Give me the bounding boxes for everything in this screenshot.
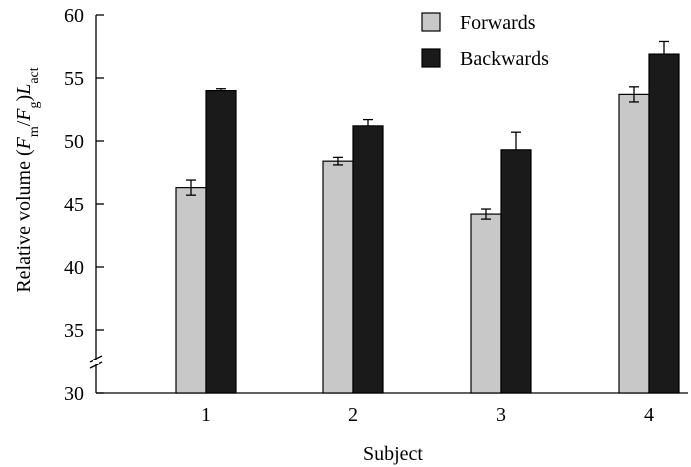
error-bar-backwards-4 bbox=[659, 40, 669, 55]
y-tick-label: 45 bbox=[64, 194, 84, 216]
y-tick-label: 40 bbox=[64, 257, 84, 279]
bar-backwards-4 bbox=[648, 53, 680, 394]
y-tick-label: 55 bbox=[64, 68, 84, 90]
error-bar-backwards-3 bbox=[511, 131, 521, 150]
legend-swatch-forwards bbox=[421, 12, 441, 32]
y-axis-break bbox=[89, 355, 103, 369]
y-axis-title-part: act bbox=[27, 67, 42, 83]
error-bar-backwards-2 bbox=[363, 118, 373, 126]
error-bar-forwards-3 bbox=[481, 208, 491, 220]
legend: Forwards Backwards bbox=[421, 12, 549, 70]
y-tick-label: 60 bbox=[64, 5, 84, 27]
y-axis-title-part: m bbox=[27, 126, 42, 137]
bars bbox=[175, 53, 680, 394]
x-tick-label: 4 bbox=[644, 404, 654, 426]
legend-label-forwards: Forwards bbox=[460, 12, 536, 34]
y-axis-title-part: F bbox=[13, 136, 35, 150]
legend-label-backwards: Backwards bbox=[460, 48, 549, 70]
x-axis-title: Subject bbox=[363, 443, 423, 465]
x-tick-label: 1 bbox=[201, 404, 211, 426]
error-bars bbox=[186, 40, 669, 220]
y-axis-title-part: ) bbox=[13, 95, 35, 102]
error-bar-backwards-1 bbox=[216, 88, 226, 91]
y-axis-title-part: F bbox=[13, 108, 35, 122]
bar-forwards-4 bbox=[618, 93, 650, 394]
bar-forwards-2 bbox=[322, 160, 354, 394]
legend-swatch-backwards bbox=[421, 48, 441, 68]
y-axis-title-part: Relative volume ( bbox=[13, 149, 35, 293]
y-tick-label: 30 bbox=[64, 383, 84, 405]
bar-backwards-3 bbox=[500, 149, 532, 394]
y-axis-title: Relative volume (Fm/Fg)Lact bbox=[13, 67, 42, 292]
y-tick-label: 50 bbox=[64, 131, 84, 153]
error-bar-forwards-2 bbox=[333, 156, 343, 166]
bar-forwards-3 bbox=[470, 213, 502, 394]
x-ticks: 1 2 3 4 bbox=[201, 385, 654, 426]
y-axis-title-part: / bbox=[13, 120, 35, 126]
x-tick-label: 2 bbox=[348, 404, 358, 426]
y-ticks: 30 35 40 45 50 55 60 bbox=[64, 5, 104, 405]
y-tick-label: 35 bbox=[64, 320, 84, 342]
bar-forwards-1 bbox=[175, 187, 207, 394]
y-axis-title-part: g bbox=[27, 101, 42, 108]
bar-backwards-2 bbox=[352, 125, 384, 394]
x-tick-label: 3 bbox=[496, 404, 506, 426]
bar-backwards-1 bbox=[205, 89, 237, 394]
error-bar-forwards-1 bbox=[186, 179, 196, 196]
error-bar-forwards-4 bbox=[629, 86, 639, 103]
y-axis-title-part: L bbox=[13, 84, 35, 96]
